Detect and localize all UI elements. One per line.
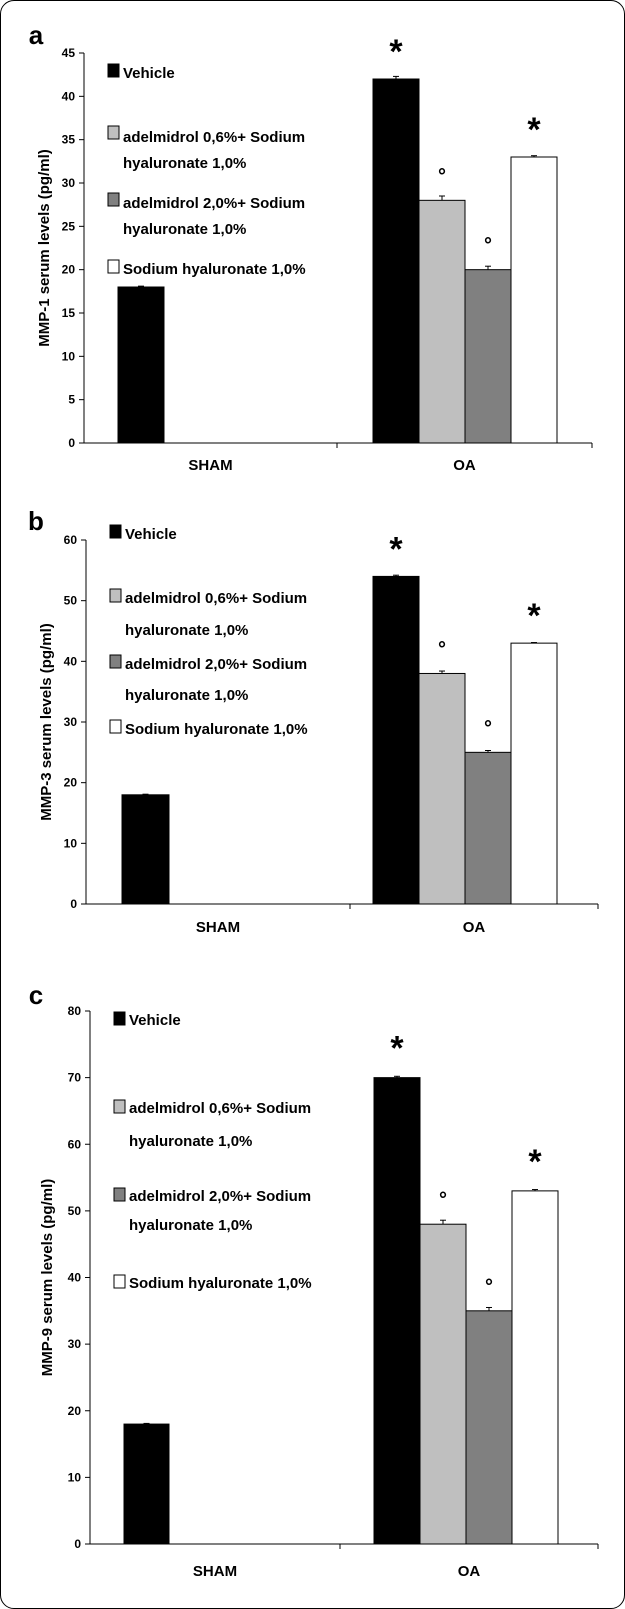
- panel-c-legend-label: hyaluronate 1,0%: [129, 1133, 252, 1150]
- panel-a-category-label: OA: [453, 457, 476, 474]
- panel-a-significance-circle: °: [438, 165, 446, 187]
- panel-b-significance-circle: °: [438, 638, 446, 660]
- panel-b-legend-swatch: [109, 524, 122, 539]
- panel-c-y-tick-label: 50: [68, 1204, 82, 1218]
- panel-c-significance-star: *: [528, 1143, 542, 1181]
- panel-b-legend-label: Sodium hyaluronate 1,0%: [125, 721, 308, 738]
- panel-b-y-tick-label: 0: [70, 897, 77, 911]
- panel-c-bar: [511, 1190, 559, 1545]
- panel-a-bar: [117, 286, 165, 444]
- panel-c-legend-swatch: [113, 1187, 126, 1202]
- panel-a-significance-star: *: [527, 111, 541, 149]
- panel-a-legend-label: adelmidrol 2,0%+ Sodium: [123, 195, 305, 212]
- panel-b-legend-swatch: [109, 654, 122, 669]
- panel-a-letter: a: [29, 20, 44, 50]
- panel-b-bar: [121, 794, 170, 905]
- panel-c-legend-label: hyaluronate 1,0%: [129, 1217, 252, 1234]
- panel-c-bar: [123, 1423, 170, 1545]
- panel-c-y-tick-label: 30: [68, 1337, 82, 1351]
- panel-b-y-tick-label: 40: [64, 654, 78, 668]
- panel-b-legend-label: hyaluronate 1,0%: [125, 622, 248, 639]
- panel-b-legend-label: adelmidrol 0,6%+ Sodium: [125, 590, 307, 607]
- panel-a-y-tick-label: 0: [68, 436, 75, 450]
- panel-c-letter: c: [29, 980, 43, 1010]
- panel-a-y-tick-label: 15: [62, 306, 76, 320]
- panel-b-legend-swatch: [109, 588, 122, 603]
- panel-c-y-tick-label: 20: [68, 1404, 82, 1418]
- panel-b-y-tick-label: 30: [64, 715, 78, 729]
- panel-a-legend-label: Sodium hyaluronate 1,0%: [123, 261, 306, 278]
- panel-c-y-tick-label: 0: [74, 1537, 81, 1551]
- panel-a-significance-circle: °: [484, 235, 492, 257]
- panel-a-bar: [464, 269, 512, 444]
- panel-a-bar: [418, 199, 466, 444]
- panel-b-significance-star: *: [527, 597, 541, 635]
- panel-a-y-tick-label: 45: [62, 46, 76, 60]
- panel-a-legend-label: adelmidrol 0,6%+ Sodium: [123, 129, 305, 146]
- panel-b-bar: [464, 751, 512, 905]
- panel-c-y-axis-label: MMP-9 serum levels (pg/ml): [39, 1179, 56, 1377]
- panel-b-y-tick-label: 10: [64, 836, 78, 850]
- panel-c-y-tick-label: 80: [68, 1004, 82, 1018]
- panel-c-legend-label: adelmidrol 0,6%+ Sodium: [129, 1100, 311, 1117]
- panel-c-legend-label: Vehicle: [129, 1012, 181, 1029]
- panel-b-y-tick-label: 20: [64, 776, 78, 790]
- panel-a-legend-label: hyaluronate 1,0%: [123, 155, 246, 172]
- panel-c-legend-swatch: [113, 1274, 126, 1289]
- panel-c-legend-label: adelmidrol 2,0%+ Sodium: [129, 1188, 311, 1205]
- panel-c-y-tick-label: 40: [68, 1271, 82, 1285]
- panel-c-category-label: OA: [458, 1563, 481, 1580]
- panel-a-legend-swatch: [107, 63, 120, 78]
- panel-b-legend-label: adelmidrol 2,0%+ Sodium: [125, 656, 307, 673]
- panel-c-bar: [373, 1077, 421, 1545]
- panel-b-y-axis-label: MMP-3 serum levels (pg/ml): [38, 623, 55, 821]
- panel-b-bar: [418, 672, 466, 905]
- panel-c-bar: [465, 1310, 513, 1545]
- panel-a-legend-label: Vehicle: [123, 65, 175, 82]
- panel-b-y-tick-label: 60: [64, 533, 78, 547]
- panel-a-legend-label: hyaluronate 1,0%: [123, 221, 246, 238]
- panel-a-legend-swatch: [107, 125, 120, 140]
- panel-a-y-tick-label: 10: [62, 349, 76, 363]
- panel-a-significance-star: *: [389, 33, 403, 71]
- panel-c-category-label: SHAM: [193, 1563, 237, 1580]
- panel-a-legend-swatch: [107, 259, 120, 274]
- panel-a-bar: [372, 78, 420, 444]
- panel-b-legend-label: hyaluronate 1,0%: [125, 687, 248, 704]
- panel-a-bar: [510, 156, 558, 444]
- panel-c-bar: [419, 1223, 467, 1545]
- panel-a-y-tick-label: 25: [62, 219, 76, 233]
- panel-c-significance-circle: °: [439, 1189, 447, 1211]
- panel-a-y-tick-label: 5: [68, 393, 75, 407]
- panel-b-significance-star: *: [389, 530, 403, 568]
- panel-b-legend-label: Vehicle: [125, 526, 177, 543]
- panel-c-significance-star: *: [390, 1030, 404, 1068]
- panel-a-y-tick-label: 30: [62, 176, 76, 190]
- panel-a-legend-swatch: [107, 192, 120, 207]
- panel-b-category-label: OA: [463, 919, 486, 936]
- panel-b-bar: [372, 575, 420, 905]
- panel-c-legend-label: Sodium hyaluronate 1,0%: [129, 1275, 312, 1292]
- panel-a-y-tick-label: 20: [62, 263, 76, 277]
- panel-c-y-tick-label: 10: [68, 1470, 82, 1484]
- panel-a-y-tick-label: 40: [62, 89, 76, 103]
- panel-a-y-axis-label: MMP-1 serum levels (pg/ml): [36, 149, 53, 347]
- panel-b-significance-circle: °: [484, 717, 492, 739]
- panel-c-legend-swatch: [113, 1011, 126, 1026]
- panel-b-category-label: SHAM: [196, 919, 240, 936]
- panel-b-letter: b: [28, 506, 44, 536]
- panel-b-legend-swatch: [109, 719, 122, 734]
- panel-a-category-label: SHAM: [188, 457, 232, 474]
- panel-c-y-tick-label: 70: [68, 1071, 82, 1085]
- panel-c-y-tick-label: 60: [68, 1137, 82, 1151]
- panel-a-y-tick-label: 35: [62, 133, 76, 147]
- panel-c-legend-swatch: [113, 1099, 126, 1114]
- panel-c-significance-circle: °: [485, 1276, 493, 1298]
- panel-b-bar: [510, 642, 558, 905]
- panel-b-y-tick-label: 50: [64, 594, 78, 608]
